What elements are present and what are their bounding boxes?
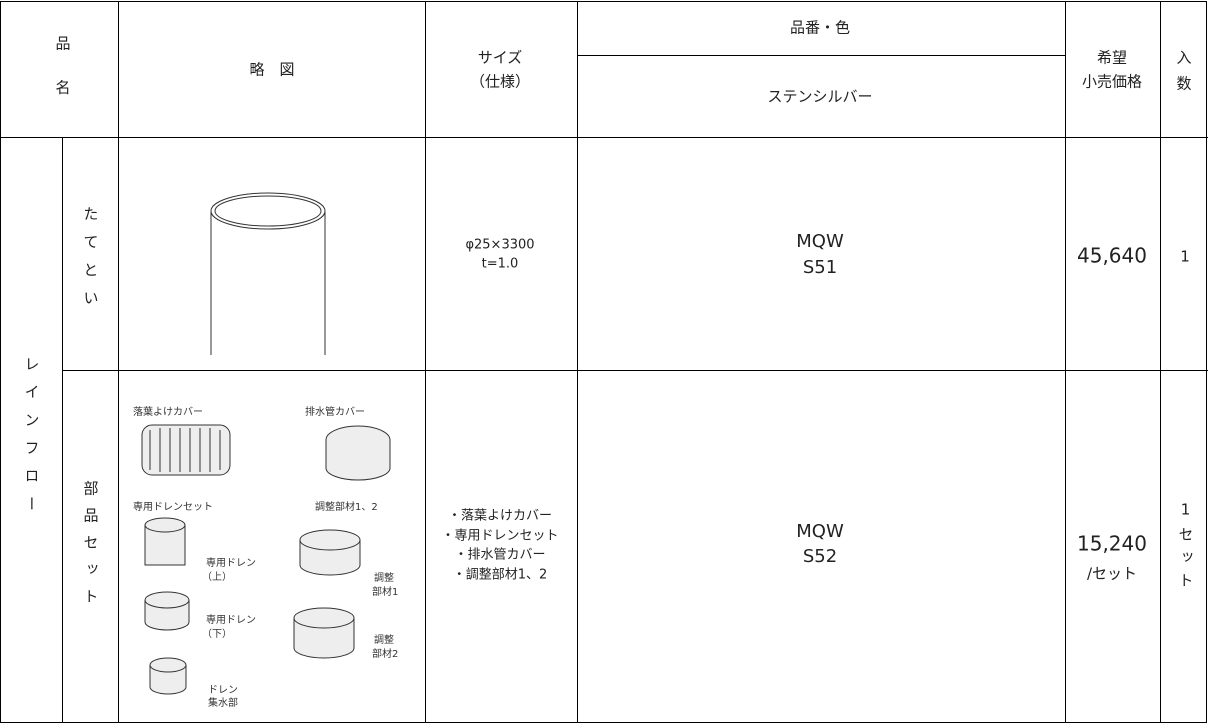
header-name: 名 xyxy=(55,79,70,97)
header-name: 品 xyxy=(55,35,70,53)
diagram-label: 部材2 xyxy=(372,647,398,660)
header-color-name: ステンシルバー xyxy=(767,88,872,106)
item-price-unit: /セット xyxy=(1087,565,1137,583)
item-code: MQW xyxy=(796,231,844,252)
diagram-label: 専用ドレン xyxy=(206,557,256,569)
header-quantity: 入 xyxy=(1176,49,1191,67)
item-size: t=1.0 xyxy=(482,257,519,272)
diagram-label: 専用ドレンセット xyxy=(133,501,213,513)
diagram-label: 調整 xyxy=(374,633,394,646)
diagram-label: 集水部 xyxy=(208,696,238,709)
diagram-label: 排水管カバー xyxy=(305,405,365,418)
diagram-label: 落葉よけカバー xyxy=(133,405,203,418)
header-price: 小売価格 xyxy=(1082,73,1142,91)
item-price: 45,640 xyxy=(1077,244,1147,268)
pipe-diagram xyxy=(210,192,326,355)
item-code: S52 xyxy=(803,546,837,567)
item-name: たてとい xyxy=(82,206,100,318)
header-price: 希望 xyxy=(1097,49,1127,67)
item-size: ・調整部材1、2 xyxy=(453,568,548,583)
header-quantity: 数 xyxy=(1176,75,1191,93)
item-size: ・専用ドレンセット xyxy=(441,529,558,544)
parts-diagram xyxy=(141,424,391,695)
item-name: 部品セット xyxy=(82,481,100,616)
diagram-label: ドレン xyxy=(208,685,238,696)
header-size: サイズ xyxy=(478,49,523,67)
group-name: レインフロー xyxy=(23,356,41,524)
diagram-label: 部材1 xyxy=(372,585,398,598)
diagram-label: 調整 xyxy=(374,571,394,584)
diagram-label: 調整部材1、2 xyxy=(315,500,378,513)
header-product-color: 品番・色 xyxy=(790,19,850,37)
item-code: S51 xyxy=(803,257,837,278)
diagram-label: 専用ドレン xyxy=(206,614,256,626)
item-code: MQW xyxy=(796,521,844,542)
item-size: ・落葉よけカバー xyxy=(448,509,552,524)
item-quantity: 1セット xyxy=(1177,501,1195,596)
header-size: （仕様） xyxy=(470,73,530,91)
item-size: φ25×3300 xyxy=(465,238,534,253)
diagram-label: （上） xyxy=(202,571,232,583)
diagram-label: （下） xyxy=(202,628,232,640)
item-quantity: 1 xyxy=(1180,248,1190,266)
item-size: ・排水管カバー xyxy=(454,548,545,563)
item-price: 15,240 xyxy=(1077,532,1147,556)
header-diagram: 略 図 xyxy=(249,61,294,79)
